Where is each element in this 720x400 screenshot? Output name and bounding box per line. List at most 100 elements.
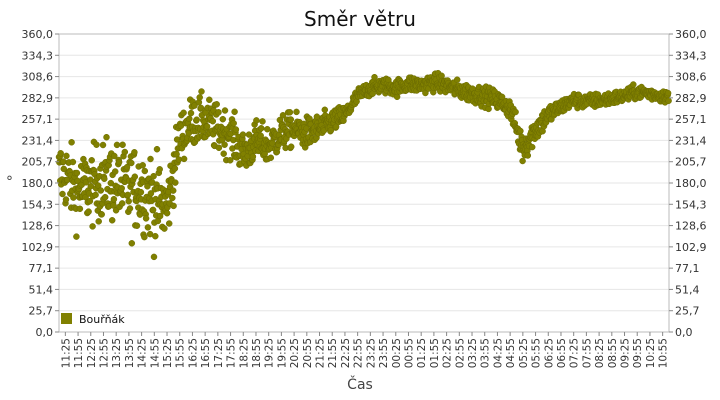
data-point xyxy=(97,187,105,194)
x-tick-label: 18:25 xyxy=(238,338,250,368)
data-point xyxy=(124,191,132,199)
chart-title: Směr větru xyxy=(304,7,416,31)
data-point xyxy=(230,120,237,127)
data-point xyxy=(73,233,80,240)
x-tick-label: 15:55 xyxy=(175,338,187,368)
data-point xyxy=(125,197,132,205)
data-point xyxy=(128,159,135,167)
data-point xyxy=(142,215,150,222)
x-tick-label: 16:55 xyxy=(200,338,212,368)
data-point xyxy=(220,150,227,157)
x-tick-label: 19:55 xyxy=(276,338,288,368)
data-point xyxy=(198,88,205,95)
data-point xyxy=(103,133,110,141)
data-point xyxy=(279,112,287,119)
data-point xyxy=(519,157,526,165)
data-point xyxy=(249,153,257,160)
data-point xyxy=(147,155,154,163)
data-point xyxy=(88,157,95,164)
data-point xyxy=(76,205,84,213)
data-point xyxy=(186,115,193,123)
x-tick-label: 16:25 xyxy=(187,338,199,368)
x-tick-label: 17:25 xyxy=(213,338,225,368)
data-point xyxy=(99,141,107,149)
data-point xyxy=(128,240,136,247)
data-point xyxy=(118,185,125,192)
y-tick-label-left: 128,6 xyxy=(22,220,54,233)
y-axis-right-ticks: 0,0 25,7 51,4 77,1 102,9 128,6 154,3 180,0 205,7… xyxy=(669,28,707,339)
x-tick-label: 15:25 xyxy=(162,338,174,368)
x-tick-label: 14:25 xyxy=(137,338,149,368)
data-point xyxy=(137,188,145,196)
data-point xyxy=(253,117,260,124)
y-tick-label-left: 360,0 xyxy=(22,28,54,41)
data-point xyxy=(101,175,108,183)
data-point xyxy=(169,194,176,202)
y-tick-label-right: 282,9 xyxy=(675,92,707,105)
y-tick-label-right: 102,9 xyxy=(675,241,707,254)
data-point xyxy=(191,102,198,109)
data-point xyxy=(231,108,238,116)
y-tick-label-left: 205,7 xyxy=(22,156,54,169)
data-point xyxy=(111,168,119,175)
data-point xyxy=(257,132,264,139)
data-point xyxy=(180,155,188,163)
data-point xyxy=(98,211,105,218)
data-point xyxy=(89,223,96,230)
x-tick-label: 00:25 xyxy=(391,338,403,368)
x-tick-label: 03:25 xyxy=(467,338,479,368)
x-tick-label: 09:25 xyxy=(620,338,632,368)
data-point xyxy=(287,116,295,123)
y-tick-label-right: 360,0 xyxy=(675,28,707,41)
x-tick-label: 13:55 xyxy=(124,338,136,368)
data-point xyxy=(630,81,637,88)
x-tick-label: 04:25 xyxy=(492,338,504,368)
x-tick-label: 05:55 xyxy=(531,338,543,368)
data-point xyxy=(221,141,228,148)
x-tick-label: 02:25 xyxy=(442,338,454,368)
x-tick-label: 23:25 xyxy=(365,338,377,368)
x-tick-label: 11:55 xyxy=(73,338,85,368)
y-tick-label-left: 257,1 xyxy=(22,113,54,126)
data-point xyxy=(287,143,295,150)
y-tick-label-left: 102,9 xyxy=(22,241,54,254)
y-tick-label-left: 282,9 xyxy=(22,92,54,105)
x-tick-label: 23:55 xyxy=(378,338,390,368)
y-axis-label: ° xyxy=(6,174,13,190)
data-point xyxy=(73,169,81,177)
data-point xyxy=(215,144,223,152)
y-tick-label-right: 308,6 xyxy=(675,71,707,84)
data-point xyxy=(92,191,99,199)
data-point xyxy=(108,217,116,224)
data-point xyxy=(60,158,67,165)
data-point xyxy=(165,220,173,227)
data-point xyxy=(219,115,227,123)
y-tick-label-right: 25,7 xyxy=(675,305,700,318)
data-point xyxy=(101,193,109,201)
y-tick-label-right: 128,6 xyxy=(675,220,707,233)
data-point xyxy=(139,162,146,169)
data-point xyxy=(141,233,148,241)
data-point xyxy=(133,222,141,229)
data-point xyxy=(232,126,240,133)
data-point xyxy=(70,194,77,201)
x-tick-label: 09:55 xyxy=(632,338,644,368)
data-point xyxy=(68,139,75,146)
data-point xyxy=(498,93,506,101)
x-tick-label: 04:55 xyxy=(505,338,517,368)
x-tick-label: 14:55 xyxy=(149,338,161,368)
data-point xyxy=(371,73,378,81)
x-tick-label: 19:25 xyxy=(264,338,276,368)
data-point xyxy=(187,109,195,117)
data-point xyxy=(664,89,672,97)
data-point xyxy=(60,165,68,173)
data-point xyxy=(293,108,300,116)
x-tick-label: 12:55 xyxy=(98,338,110,368)
data-point xyxy=(59,190,66,198)
data-point xyxy=(107,179,115,187)
data-point xyxy=(85,208,92,215)
x-tick-label: 02:55 xyxy=(454,338,466,368)
data-point xyxy=(149,206,157,214)
